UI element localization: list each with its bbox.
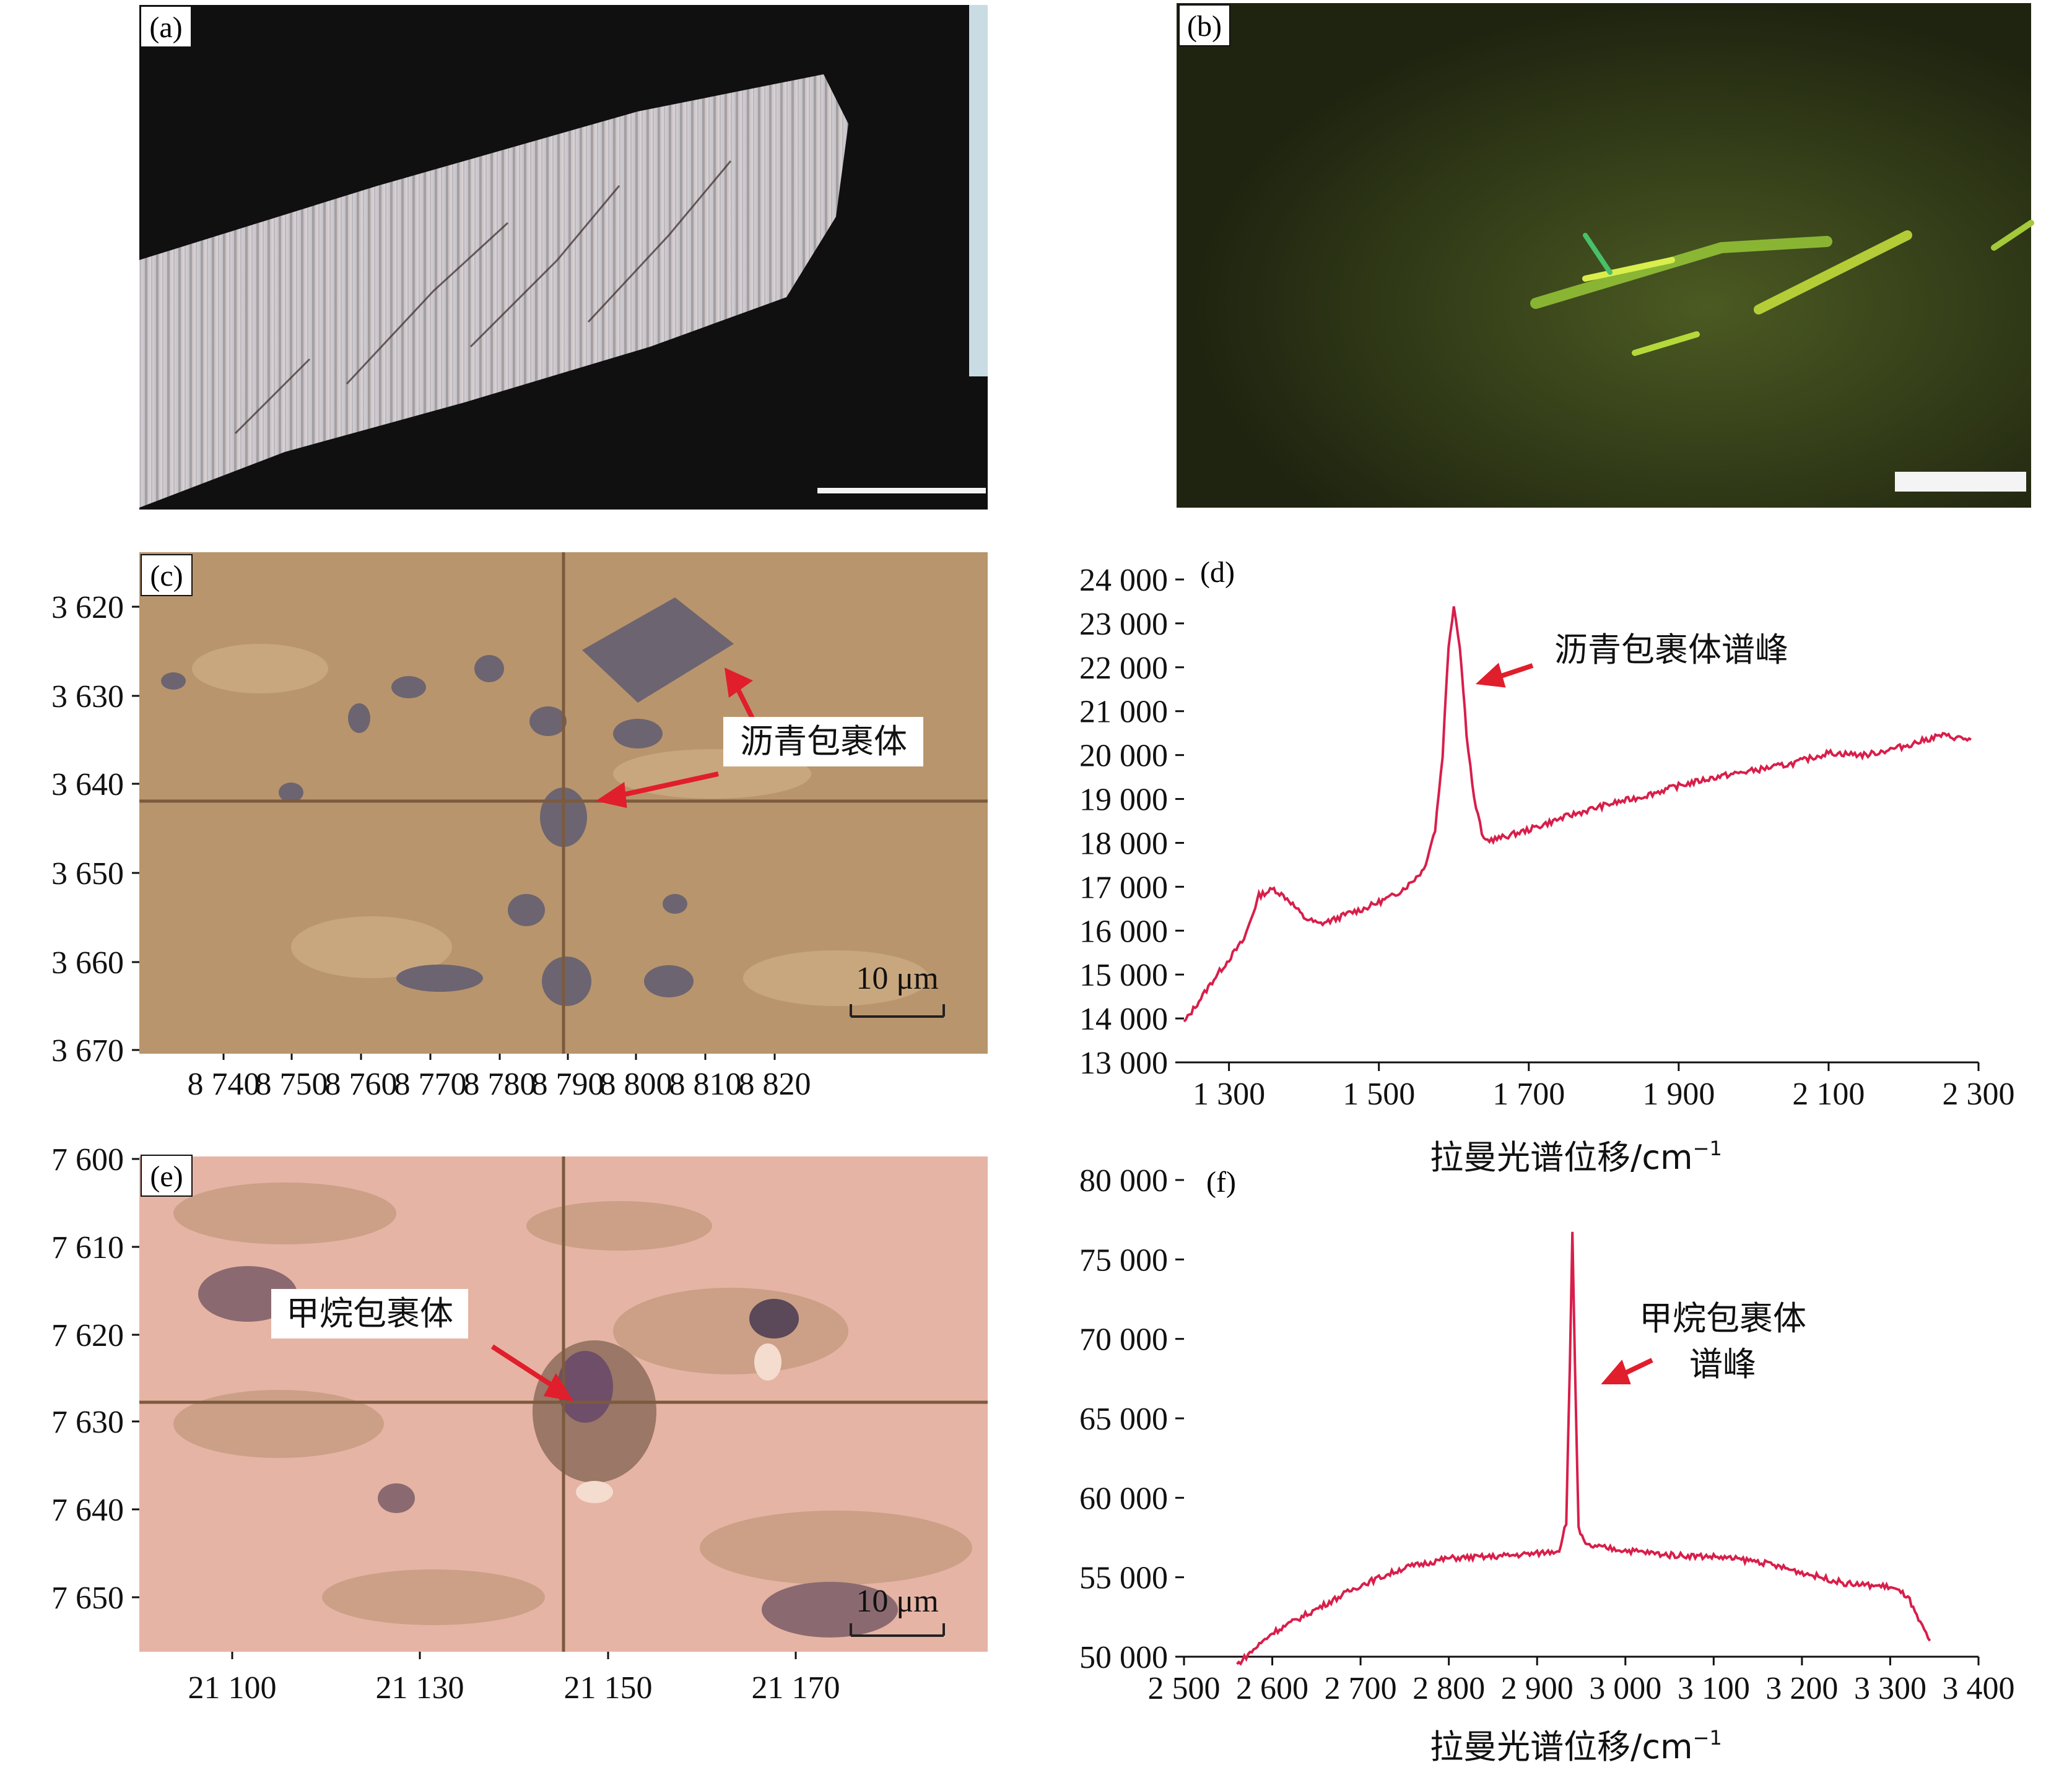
- panel-label-e: (e): [150, 1160, 183, 1193]
- chart-f-xlabel-sup: −1: [1693, 1726, 1722, 1750]
- methane-inclusion: [557, 1351, 613, 1423]
- x-tick-2500: 2 500: [1148, 1671, 1221, 1706]
- x-tick-2700: 2 700: [1325, 1671, 1397, 1706]
- bitumen-inclusion-label: 沥青包裹体: [740, 722, 907, 761]
- e-x-tick-21100: 21 100: [188, 1670, 277, 1706]
- y-tick-15000: 15 000: [1079, 958, 1168, 993]
- x-tick-2600: 2 600: [1236, 1671, 1308, 1706]
- panel-b: (b): [1177, 3, 2034, 508]
- x-tick-1700: 1 700: [1492, 1077, 1565, 1112]
- panel-label-d: (d): [1200, 556, 1235, 589]
- c-y-tick-3660: 3 660: [51, 945, 124, 981]
- c-x-tick-8800: 8 800: [600, 1067, 673, 1102]
- panel-label-a: (a): [149, 11, 182, 44]
- panel-label-b: (b): [1187, 10, 1222, 43]
- chart-f-xlabel: 拉曼光谱位移/cm−1: [1430, 1726, 1722, 1766]
- c-x-tick-8770: 8 770: [394, 1067, 467, 1102]
- y-tick-70000: 70 000: [1079, 1322, 1168, 1358]
- c-y-tick-3640: 3 640: [51, 767, 124, 802]
- y-tick-19000: 19 000: [1079, 783, 1168, 818]
- y-tick-80000: 80 000: [1079, 1163, 1168, 1199]
- y-tick-16000: 16 000: [1079, 914, 1168, 949]
- mineral-crystal: [139, 74, 848, 508]
- x-tick-2800: 2 800: [1413, 1671, 1485, 1706]
- c-y-tick-3620: 3 620: [51, 590, 124, 625]
- c-y-tick-3650: 3 650: [51, 856, 124, 892]
- e-y-tick-7630: 7 630: [51, 1405, 124, 1440]
- x-tick-3300: 3 300: [1854, 1671, 1926, 1706]
- panel-e: 甲烷包裹体 10 μm (e) 21 100 21 130 21 150 21 170…: [51, 1142, 988, 1706]
- c-x-tick-8810: 8 810: [669, 1067, 742, 1102]
- chart-d-xlabel-sup: −1: [1693, 1137, 1722, 1160]
- y-tick-50000: 50 000: [1079, 1640, 1168, 1675]
- chart-f-annotation-line1: 甲烷包裹体: [1639, 1299, 1806, 1338]
- y-tick-21000: 21 000: [1079, 695, 1168, 730]
- x-tick-3100: 3 100: [1678, 1671, 1750, 1706]
- e-x-tick-21130: 21 130: [376, 1670, 464, 1706]
- x-tick-1500: 1 500: [1343, 1077, 1415, 1112]
- x-tick-3200: 3 200: [1765, 1671, 1838, 1706]
- chart-d-xlabel-text: 拉曼光谱位移/cm: [1430, 1138, 1693, 1177]
- panel-a-edge: [969, 5, 988, 376]
- panel-label-f: (f): [1206, 1166, 1236, 1199]
- y-tick-23000: 23 000: [1079, 607, 1168, 642]
- chart-f-xlabel-text: 拉曼光谱位移/cm: [1430, 1727, 1693, 1766]
- y-tick-24000: 24 000: [1079, 563, 1168, 598]
- panel-e-axes: 21 100 21 130 21 150 21 170 7 600 7 610 7 620 7…: [51, 1142, 840, 1706]
- c-x-tick-8790: 8 790: [532, 1067, 604, 1102]
- y-tick-75000: 75 000: [1079, 1243, 1168, 1278]
- c-x-tick-8780: 8 780: [464, 1067, 536, 1102]
- x-tick-2900: 2 900: [1501, 1671, 1574, 1706]
- e-y-tick-7620: 7 620: [51, 1318, 124, 1353]
- y-tick-22000: 22 000: [1079, 651, 1168, 686]
- c-y-tick-3670: 3 670: [51, 1033, 124, 1069]
- c-x-tick-8740: 8 740: [188, 1067, 260, 1102]
- y-tick-13000: 13 000: [1079, 1046, 1168, 1081]
- y-tick-17000: 17 000: [1079, 870, 1168, 905]
- y-tick-14000: 14 000: [1079, 1002, 1168, 1037]
- x-tick-2300: 2 300: [1943, 1077, 2015, 1112]
- methane-inclusion-label: 甲烷包裹体: [286, 1294, 453, 1333]
- e-x-tick-21170: 21 170: [752, 1670, 840, 1706]
- c-y-tick-3630: 3 630: [51, 679, 124, 714]
- bitumen-inclusion: [582, 597, 734, 703]
- chart-d-annotation: 沥青包裹体谱峰: [1554, 630, 1788, 669]
- scale-bar-label: 10 μm: [856, 961, 938, 996]
- y-tick-20000: 20 000: [1079, 739, 1168, 774]
- e-y-tick-7650: 7 650: [51, 1581, 124, 1616]
- scale-bar: [1895, 472, 2026, 492]
- scale-bar-label: 10 μm: [856, 1584, 938, 1619]
- chart-d-xlabel: 拉曼光谱位移/cm−1: [1430, 1137, 1722, 1177]
- e-y-tick-7640: 7 640: [51, 1493, 124, 1528]
- chart-d-series-line: [1183, 606, 1972, 1023]
- y-tick-18000: 18 000: [1079, 826, 1168, 861]
- c-x-tick-8750: 8 750: [256, 1067, 328, 1102]
- e-x-tick-21150: 21 150: [564, 1670, 653, 1706]
- y-tick-65000: 65 000: [1079, 1402, 1168, 1437]
- chart-f: (f) 2 500 2 600 2 700 2 800 2 900 3 000 3 100 3…: [1079, 1163, 2015, 1766]
- panel-label-c: (c): [150, 560, 183, 592]
- x-tick-1300: 1 300: [1193, 1077, 1265, 1112]
- y-tick-60000: 60 000: [1079, 1481, 1168, 1516]
- x-tick-3400: 3 400: [1943, 1671, 2015, 1706]
- c-x-tick-8760: 8 760: [325, 1067, 398, 1102]
- scale-bar: [817, 488, 986, 493]
- panel-a: (a): [139, 5, 988, 510]
- x-tick-2100: 2 100: [1792, 1077, 1865, 1112]
- y-tick-55000: 55 000: [1079, 1561, 1168, 1596]
- panel-b-image: [1177, 3, 2031, 508]
- chart-f-series-line: [1236, 1231, 1931, 1666]
- x-tick-1900: 1 900: [1642, 1077, 1715, 1112]
- e-y-tick-7610: 7 610: [51, 1230, 124, 1265]
- chart-f-annotation-line2: 谱峰: [1689, 1345, 1756, 1384]
- x-tick-3000: 3 000: [1589, 1671, 1661, 1706]
- chart-d: (d) 1 300 1 500 1 700 1 900 2 100 2 300 24 000…: [1079, 556, 2015, 1177]
- c-x-tick-8820: 8 820: [739, 1067, 811, 1102]
- e-y-tick-7600: 7 600: [51, 1142, 124, 1178]
